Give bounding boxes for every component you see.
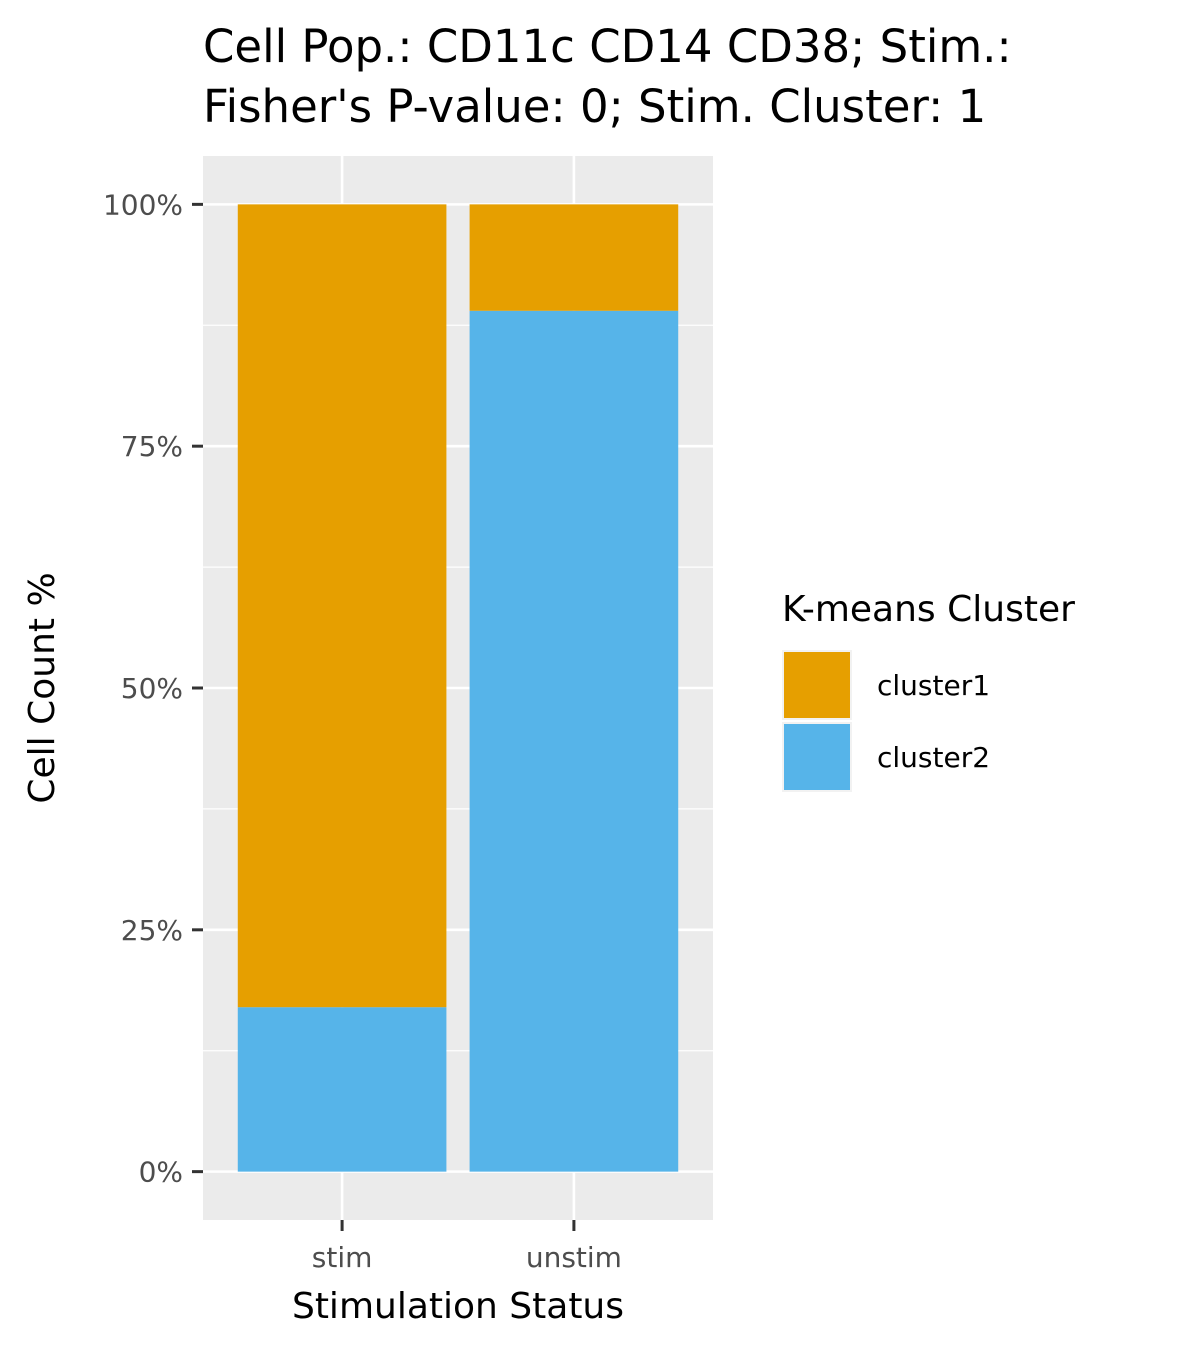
bar-segment-unstim-cluster2 — [469, 310, 679, 1172]
y-axis-ticks: 0% 25% 50% 75% 100% — [103, 188, 203, 1189]
x-tick-label: unstim — [526, 1241, 622, 1274]
chart-title-line-1: Cell Pop.: CD11c CD14 CD38; Stim.: — [203, 20, 1012, 73]
legend-swatch-cluster1 — [784, 652, 850, 718]
bar-segment-stim-cluster2 — [237, 1007, 447, 1172]
legend-label-cluster2: cluster2 — [877, 741, 990, 774]
y-tick-label: 25% — [121, 914, 183, 947]
legend-label-cluster1: cluster1 — [877, 669, 990, 702]
x-axis-title: Stimulation Status — [292, 1286, 624, 1327]
bar-segment-stim-cluster1 — [237, 204, 447, 1008]
chart-title-line-2: Fisher's P-value: 0; Stim. Cluster: 1 — [203, 80, 986, 133]
legend-swatch-cluster2 — [784, 724, 850, 790]
legend-items: cluster1 cluster2 — [782, 650, 990, 792]
y-tick-label: 0% — [139, 1156, 183, 1189]
y-tick-label: 100% — [103, 188, 183, 221]
legend: K-means Cluster cluster1 cluster2 — [782, 589, 1075, 792]
y-axis-title: Cell Count % — [22, 572, 63, 803]
y-tick-label: 50% — [121, 672, 183, 705]
bars — [237, 204, 679, 1172]
legend-title: K-means Cluster — [782, 589, 1075, 630]
x-tick-label: stim — [312, 1241, 373, 1274]
x-axis-ticks: stim unstim — [312, 1220, 622, 1274]
bar-segment-unstim-cluster1 — [469, 204, 679, 311]
y-tick-label: 75% — [121, 430, 183, 463]
